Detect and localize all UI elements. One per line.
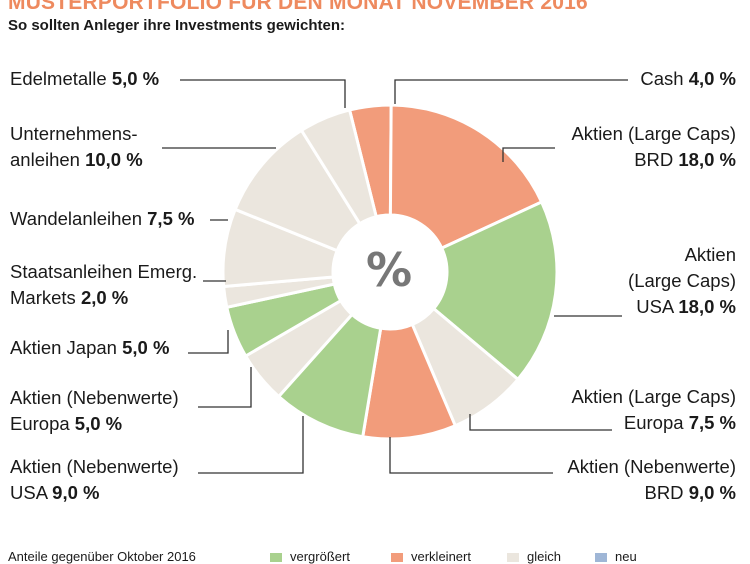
legend-item-vergroessert: vergrößert bbox=[270, 549, 350, 564]
label-large-caps-brd: Aktien (Large Caps) BRD 18,0 % bbox=[571, 123, 736, 170]
label-edelmetalle: Edelmetalle 5,0 % bbox=[10, 68, 160, 89]
leader-line-nebenwerte-brd bbox=[389, 437, 553, 474]
leader-line-japan bbox=[188, 330, 229, 354]
pie-slice-edelmetalle bbox=[299, 108, 379, 226]
label-large-caps-europa: Aktien (Large Caps) Europa 7,5 % bbox=[571, 386, 736, 433]
pie-slice-aktien-large-caps-brd bbox=[388, 103, 544, 251]
label-japan: Aktien Japan 5,0 % bbox=[10, 337, 170, 358]
label-nebenwerte-usa: Aktien (Nebenwerte) USA 9,0 % bbox=[10, 456, 179, 503]
label-staatsanleihen: Staatsanleihen Emerg. Markets 2,0 % bbox=[10, 261, 198, 308]
pie-slice-aktien-large-caps-usa bbox=[431, 199, 559, 382]
leader-line-nebenwerte-usa bbox=[198, 416, 304, 474]
label-cash: Cash 4,0 % bbox=[640, 68, 736, 89]
label-nebenwerte-europa: Aktien (Nebenwerte) Europa 5,0 % bbox=[10, 387, 179, 434]
label-large-caps-usa: Aktien (Large Caps) USA 18,0 % bbox=[628, 244, 736, 317]
legend-item-gleich: gleich bbox=[507, 549, 561, 564]
legend-item-neu: neu bbox=[595, 549, 637, 564]
chart-title: MUSTERPORTFOLIO FÜR DEN MONAT NOVEMBER 2… bbox=[8, 0, 588, 14]
chart-subtitle: So sollten Anleger ihre Investments gewi… bbox=[8, 17, 346, 34]
leader-line-nebenwerte-europa bbox=[198, 367, 252, 408]
label-unternehmensanleihen: Unternehmens- anleihen 10,0 % bbox=[10, 123, 143, 170]
label-nebenwerte-brd: Aktien (Nebenwerte) BRD 9,0 % bbox=[567, 456, 736, 503]
center-percent-symbol: % bbox=[366, 243, 412, 297]
legend-intro: Anteile gegenüber Oktober 2016 bbox=[8, 549, 196, 564]
leader-line-edelmetalle bbox=[180, 79, 346, 108]
leader-line-large-caps-brd bbox=[502, 147, 555, 162]
leader-line-large-caps-europa bbox=[469, 414, 612, 431]
label-wandelanleihen: Wandelanleihen 7,5 % bbox=[10, 208, 195, 229]
legend-item-verkleinert: verkleinert bbox=[391, 549, 471, 564]
leader-line-cash bbox=[394, 79, 628, 104]
